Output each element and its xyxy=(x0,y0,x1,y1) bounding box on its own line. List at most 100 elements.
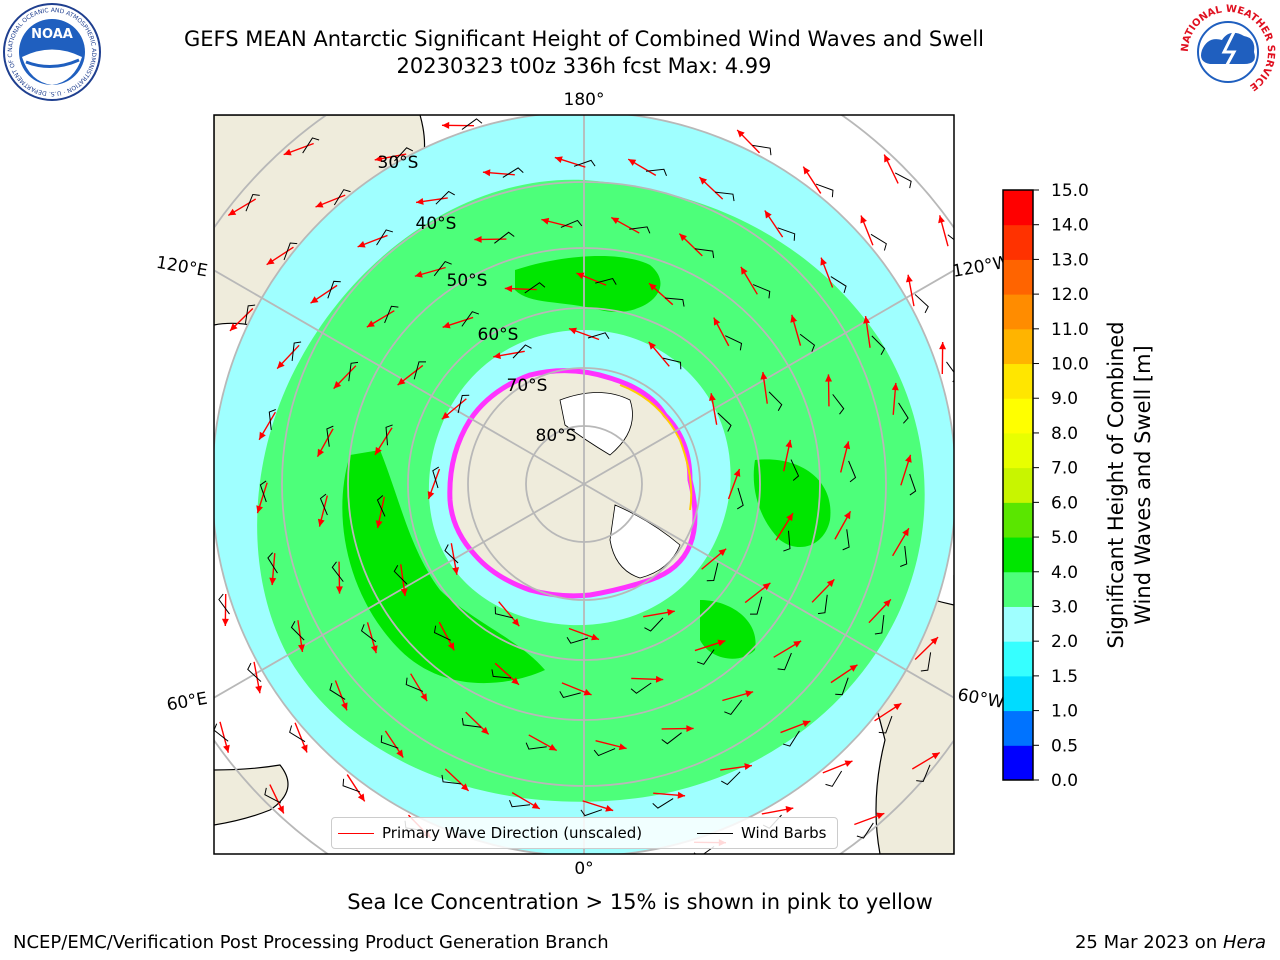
colorbar-tick-label: 15.0 xyxy=(1051,181,1089,201)
wind-barb xyxy=(693,846,715,854)
colorbar-swatch xyxy=(1003,190,1033,226)
wind-barb xyxy=(717,412,732,432)
wind-barb xyxy=(856,822,874,839)
colorbar-tick-label: 11.0 xyxy=(1051,320,1089,340)
wave-direction-arrowhead xyxy=(277,360,285,369)
wind-barb xyxy=(267,552,278,574)
wave-direction-arrowhead xyxy=(891,382,899,391)
wind-barb xyxy=(830,276,847,294)
colorbar-tick-label: 13.0 xyxy=(1051,250,1089,270)
wind-barb xyxy=(302,137,320,154)
wave-direction-arrowhead xyxy=(511,677,519,685)
colorbar-swatch xyxy=(1003,259,1033,295)
legend-swatch-primary xyxy=(338,833,374,834)
wave-direction-arrowhead xyxy=(375,446,382,455)
colorbar-swatch xyxy=(1003,745,1033,781)
wave-direction-arrowhead xyxy=(745,690,754,698)
wind-barb xyxy=(696,649,715,665)
colorbar-label-line2: Wind Waves and Swell [m] xyxy=(1131,345,1155,625)
wind-barb xyxy=(825,770,843,787)
wave-direction-arrowhead xyxy=(256,505,263,514)
colorbar-swatch xyxy=(1003,467,1033,503)
wave-direction-arrowhead xyxy=(825,374,833,382)
colorbar-swatch xyxy=(1003,432,1033,469)
wind-barb xyxy=(327,280,341,299)
wave-direction-arrowhead xyxy=(576,272,585,280)
wind-barb xyxy=(441,774,462,785)
wind-barb xyxy=(752,284,771,299)
wave-direction-arrowhead xyxy=(785,439,793,448)
wave-direction-arrowhead xyxy=(370,645,378,654)
wave-direction-arrowhead xyxy=(740,266,748,275)
wind-barb xyxy=(264,787,282,804)
wave-direction-arrowhead xyxy=(686,725,694,733)
wind-barb xyxy=(525,742,547,750)
wind-barb xyxy=(914,294,929,314)
wave-direction-arrowhead xyxy=(427,491,435,500)
wind-barb xyxy=(319,493,328,516)
noaa-logo-text: NOAA xyxy=(31,27,73,42)
wind-barb xyxy=(842,529,850,551)
wave-direction-arrowhead xyxy=(902,528,909,537)
wind-barb xyxy=(777,652,792,671)
lon-label-0: 0° xyxy=(574,859,593,879)
lat-label-80s: 80°S xyxy=(536,426,577,446)
legend-item-wind-barbs: Wind Barbs xyxy=(697,824,826,842)
wind-barb xyxy=(947,234,954,241)
wave-direction-arrowhead xyxy=(420,693,428,702)
wave-direction-arrowhead xyxy=(396,749,404,758)
wave-direction-arrowhead xyxy=(554,156,563,163)
lat-label-40s: 40°S xyxy=(416,214,457,234)
wave-direction-arrowhead xyxy=(649,283,657,291)
wave-direction-arrowhead xyxy=(504,285,513,293)
wave-direction-arrowhead xyxy=(442,321,451,329)
wave-direction-arrowhead xyxy=(277,805,284,814)
wave-direction-arrowhead xyxy=(648,341,657,350)
legend-swatch-barbs xyxy=(697,833,733,834)
wave-band-4m-north xyxy=(515,255,661,312)
wave-direction-arrowhead xyxy=(876,812,885,820)
wind-barb xyxy=(290,621,305,641)
wave-direction-arrowhead xyxy=(568,327,577,335)
lat-label-50s: 50°S xyxy=(447,271,488,291)
wave-direction-arrowhead xyxy=(416,197,424,205)
wave-direction-arrowhead xyxy=(310,296,319,304)
wind-barb xyxy=(376,495,386,517)
colorbar-swatch xyxy=(1003,537,1033,573)
wind-barb xyxy=(494,606,514,619)
wave-direction-arrowhead xyxy=(699,177,708,185)
colorbar-swatch xyxy=(1003,675,1033,712)
wave-direction-arrowhead xyxy=(905,454,912,463)
colorbar-tick-label: 1.0 xyxy=(1051,702,1078,722)
colorbar-tick-label: 8.0 xyxy=(1051,424,1078,444)
wind-barb xyxy=(348,361,359,382)
wind-barb xyxy=(661,732,682,745)
wind-barb xyxy=(384,305,399,324)
wind-barb xyxy=(432,466,440,489)
wind-barb xyxy=(244,304,256,324)
wind-barb xyxy=(247,662,262,682)
wind-barb xyxy=(524,282,546,294)
wave-direction-arrowhead xyxy=(618,743,627,751)
lon-label-60w: 60°W xyxy=(956,685,1006,713)
wave-direction-arrowhead xyxy=(341,702,348,711)
wind-barb xyxy=(662,357,682,370)
wave-direction-arrowhead xyxy=(283,148,292,156)
wave-direction-arrowhead xyxy=(366,320,375,328)
legend-label-primary: Primary Wave Direction (unscaled) xyxy=(382,824,643,842)
wind-barb xyxy=(645,168,667,176)
wind-barb xyxy=(817,594,828,615)
colorbar-tick-label: 1.5 xyxy=(1051,667,1078,687)
wave-direction-arrowhead xyxy=(843,441,851,450)
wave-direction-arrowhead xyxy=(452,567,460,575)
wind-barb xyxy=(916,764,931,783)
wave-band-4m-west xyxy=(342,450,545,684)
wave-direction-arrowhead xyxy=(335,586,343,594)
wind-barb xyxy=(871,335,886,355)
wind-barb xyxy=(580,809,603,817)
wind-barb xyxy=(394,147,414,162)
wave-direction-arrowhead xyxy=(357,241,366,248)
wind-barb xyxy=(920,652,932,672)
wave-direction-arrowhead xyxy=(221,618,229,627)
